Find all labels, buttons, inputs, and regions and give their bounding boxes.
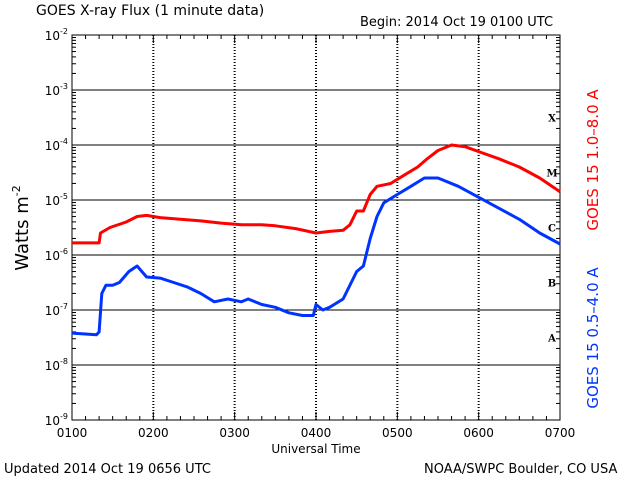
- x-tick-label: 0200: [138, 426, 169, 440]
- updated-time: Updated 2014 Oct 19 0656 UTC: [4, 462, 211, 477]
- y-tick-label: 10-4: [45, 137, 68, 153]
- y-tick-label: 10-8: [45, 357, 68, 373]
- x-tick-label: 0100: [57, 426, 88, 440]
- y-tick-label: 10-2: [45, 27, 68, 43]
- x-tick-label: 0300: [219, 426, 250, 440]
- x-axis-label: Universal Time: [271, 442, 360, 456]
- flare-class-m: M: [546, 169, 557, 180]
- y-tick-label: 10-6: [45, 247, 68, 263]
- y-tick-label: 10-3: [45, 82, 68, 98]
- x-tick-label: 0500: [382, 426, 413, 440]
- series-line-long: [72, 143, 561, 245]
- series-label-long: GOES 15 1.0–8.0 A: [584, 89, 602, 231]
- chart-title: GOES X-ray Flux (1 minute data): [36, 3, 265, 19]
- y-axis-label: Watts m-2: [10, 185, 33, 270]
- series-line-short: [71, 176, 561, 337]
- x-tick-label: 0400: [301, 426, 332, 440]
- flare-class-x: X: [548, 114, 556, 125]
- series-label-short: GOES 15 0.5–4.0 A: [584, 267, 602, 409]
- x-tick-label: 0700: [545, 426, 576, 440]
- flare-class-a: A: [547, 334, 556, 345]
- y-tick-label: 10-7: [45, 302, 68, 318]
- credit-label: NOAA/SWPC Boulder, CO USA: [424, 462, 618, 477]
- y-tick-label: 10-5: [45, 192, 68, 208]
- x-tick-label: 0600: [463, 426, 494, 440]
- y-tick-label: 10-9: [45, 412, 68, 428]
- begin-time: Begin: 2014 Oct 19 0100 UTC: [360, 15, 554, 30]
- flare-class-c: C: [548, 224, 556, 235]
- flare-class-b: B: [548, 279, 556, 290]
